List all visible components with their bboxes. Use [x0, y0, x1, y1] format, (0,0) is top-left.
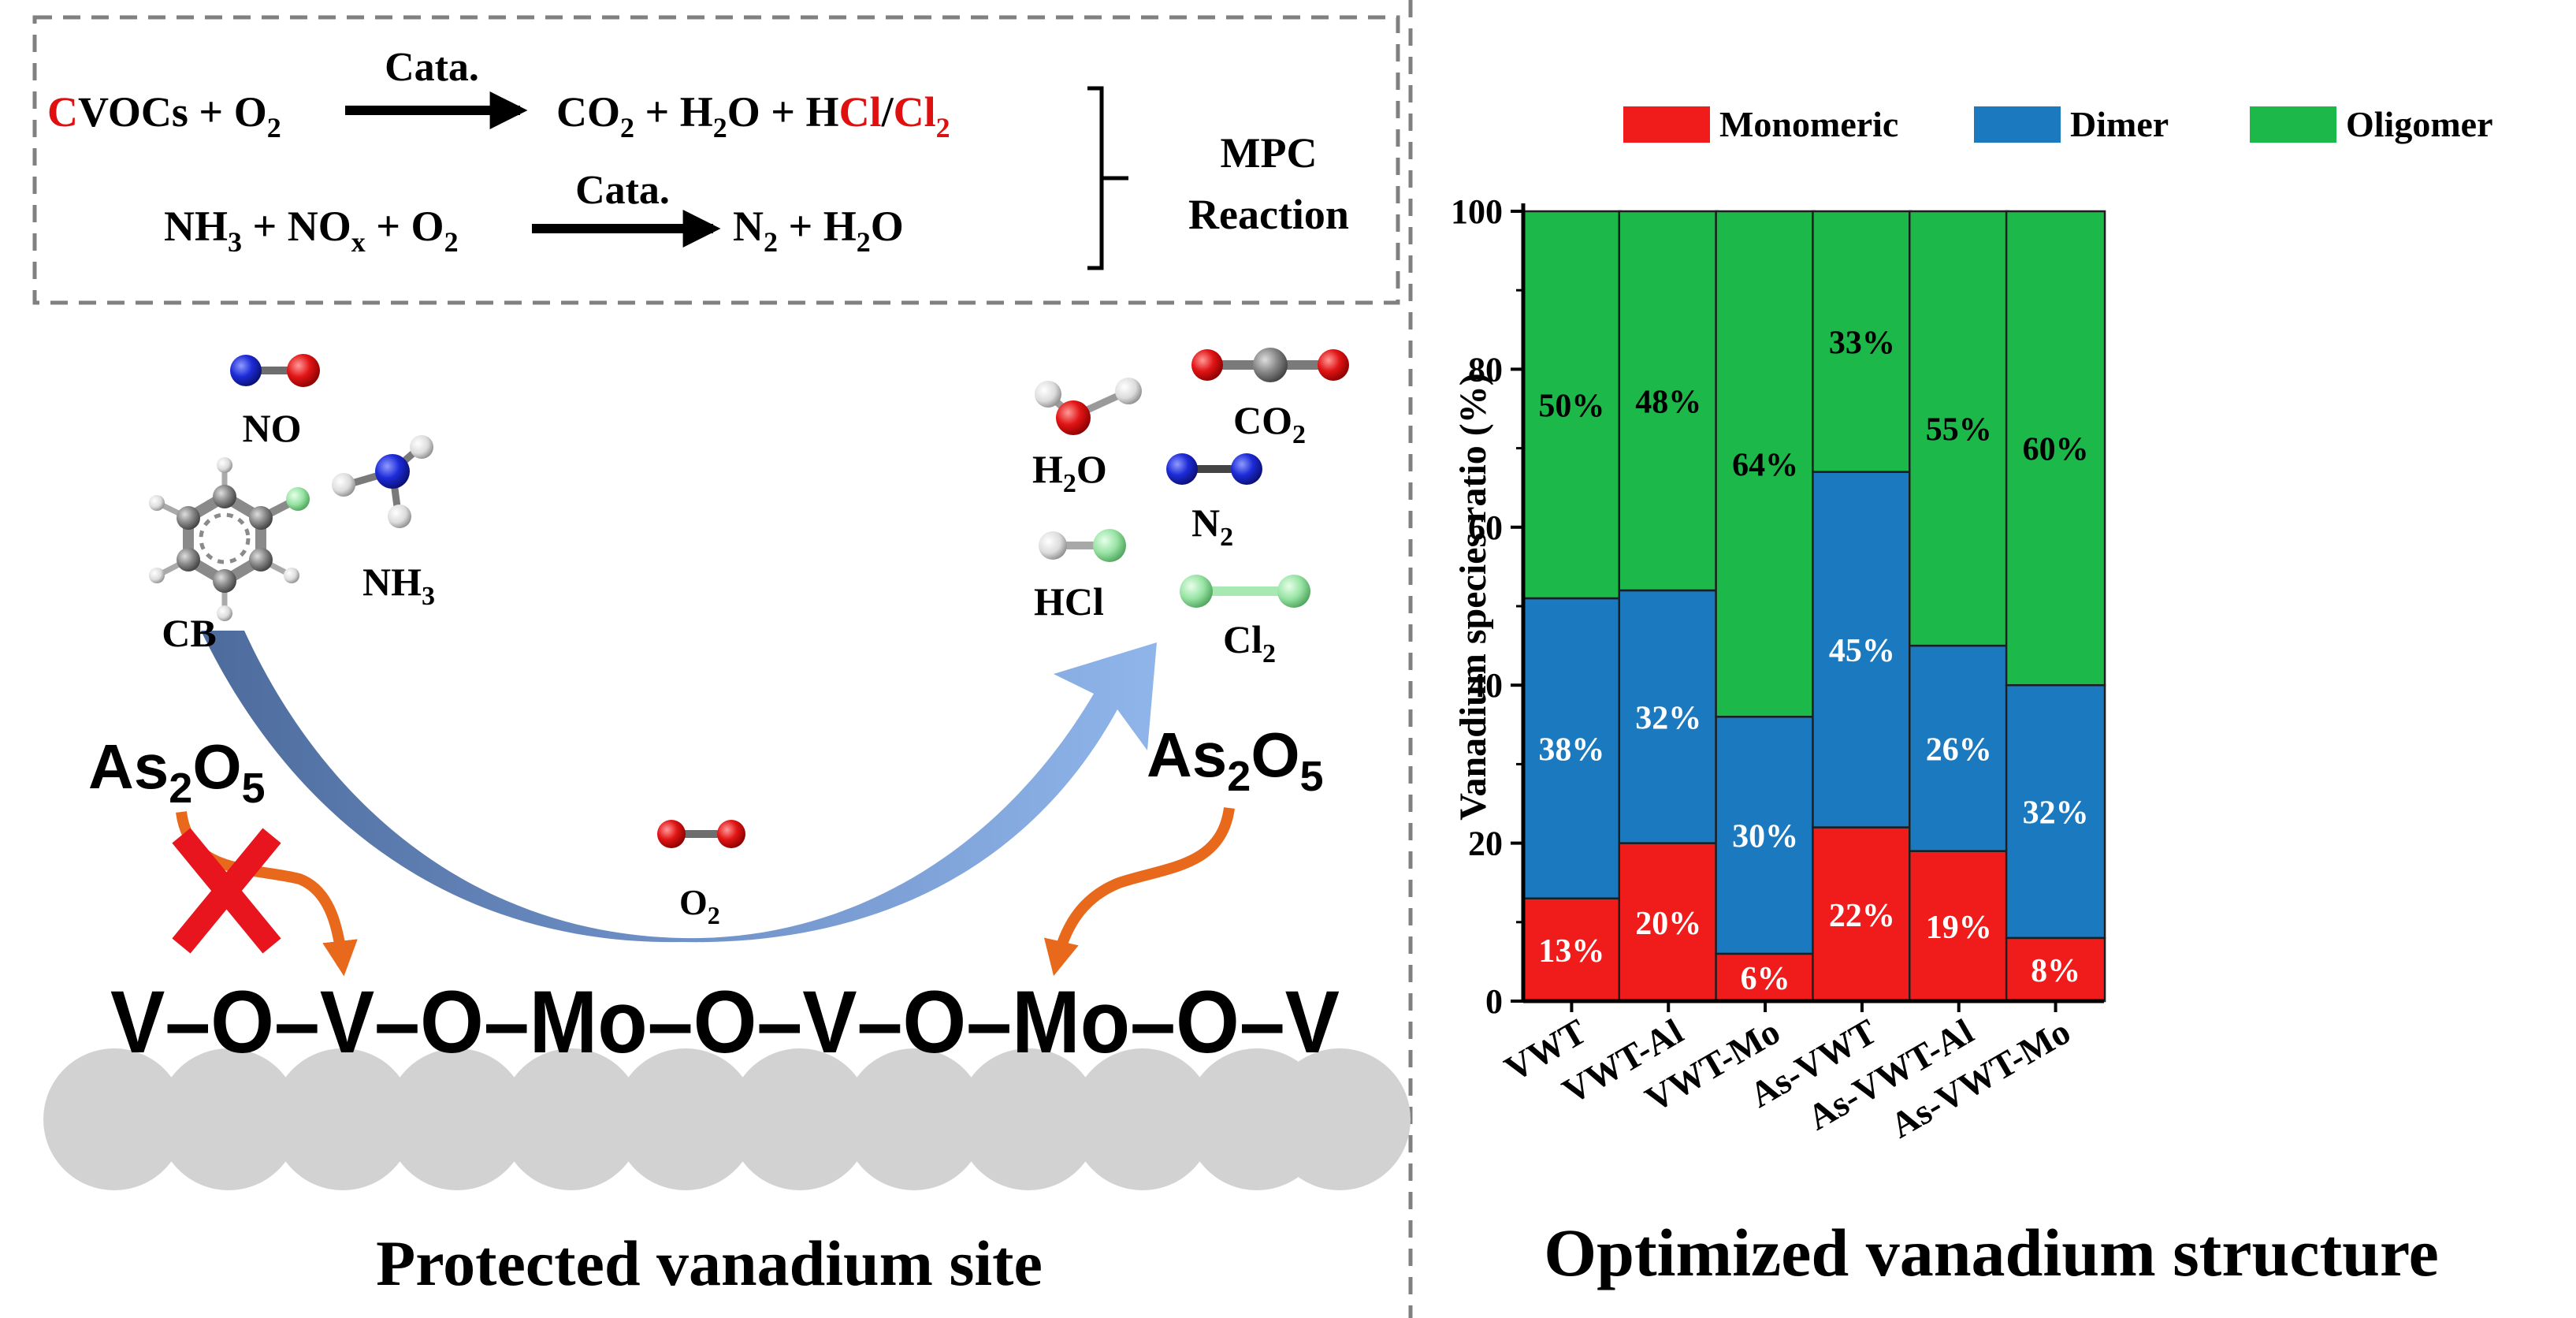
legend-swatch-dimer [1974, 106, 2061, 143]
co2-label: CO2 [1233, 398, 1306, 449]
stacked-bar-chart: Monomeric Dimer Oligomer 13% 38% 50% 20% 32% 48… [1451, 104, 2493, 1290]
vanadium-chain: V–O–V–O–Mo–O–V–O–Mo–O–V [110, 973, 1340, 1071]
right-caption: Optimized vanadium structure [1544, 1215, 2439, 1290]
blocked-cross-icon [172, 828, 281, 954]
hcl-molecule: HCl [1034, 529, 1126, 624]
cvoc-c-highlight: C [47, 88, 78, 136]
cata-label-1: Cata. [385, 45, 479, 90]
nh3-label: NH3 [362, 560, 435, 611]
bar-group-vwt-mo: 6% 30% 64% [1715, 210, 1816, 1003]
bar-group-as-vwt-al: 19% 26% 55% [1909, 210, 2009, 1003]
data-label-monomeric-as-vwt-mo: 8% [2031, 953, 2080, 989]
as2o5-left-label: As2O5 [88, 732, 266, 812]
y-tick-label-40: 40 [1468, 666, 1503, 705]
y-tick-label-20: 20 [1468, 825, 1503, 863]
reaction-box [32, 15, 1400, 305]
support-surface [43, 1048, 1411, 1190]
bar-group-vwt-al: 20% 32% 48% [1618, 210, 1719, 1003]
reaction-label: Reaction [1188, 191, 1349, 238]
reaction-bracket [1087, 86, 1128, 270]
chart-bars: 13% 38% 50% 20% 32% 48% 6% 30% 64% 22% 45% 33% 19% 26… [1521, 210, 2106, 1003]
data-label-dimer-as-vwt-mo: 32% [2023, 795, 2089, 832]
no-molecule: NO [230, 354, 320, 450]
bar-oligomer-as-vwt [1812, 210, 1912, 473]
data-label-oligomer-as-vwt-al: 55% [1926, 412, 1992, 449]
legend-label-monomeric: Monomeric [1719, 104, 1898, 144]
bar-dimer-vwt [1521, 597, 1623, 899]
data-label-monomeric-vwt-al: 20% [1635, 906, 1701, 942]
data-label-oligomer-vwt: 50% [1538, 388, 1604, 424]
bar-oligomer-vwt-al [1618, 210, 1719, 592]
chart-legend: Monomeric Dimer Oligomer [1623, 104, 2493, 144]
data-label-monomeric-vwt-mo: 6% [1741, 961, 1790, 997]
y-axis-label: Vanadium species ratio (%) [1452, 373, 1494, 821]
o2-molecule: O2 [657, 820, 745, 929]
bar-monomeric-as-vwt-al [1909, 850, 2009, 1003]
svg-text:N2 + H2O: N2 + H2O [733, 203, 904, 258]
bar-oligomer-vwt-mo [1715, 210, 1816, 718]
data-label-oligomer-as-vwt: 33% [1829, 325, 1895, 361]
svg-text:NH3 + NOx + O2: NH3 + NOx + O2 [164, 203, 459, 258]
as2o5-right-label: As2O5 [1147, 720, 1324, 800]
bar-oligomer-as-vwt-al [1909, 210, 2009, 647]
svg-text:CVOCs + O2: CVOCs + O2 [47, 88, 281, 143]
bar-dimer-as-vwt [1812, 471, 1912, 828]
hcl-highlight: Cl [839, 88, 882, 136]
reaction-1: CVOCs + O2 Cata. CO2 + H2O + HCl/Cl2 [47, 45, 950, 143]
hcl-label: HCl [1034, 579, 1104, 624]
bar-group-vwt: 13% 38% 50% [1521, 210, 1623, 1003]
y-tick-label-0: 0 [1485, 982, 1503, 1021]
data-label-dimer-vwt-mo: 30% [1732, 819, 1798, 855]
bar-oligomer-as-vwt-mo [2005, 210, 2106, 687]
data-label-dimer-as-vwt: 45% [1829, 633, 1895, 669]
o2-label: O2 [679, 882, 720, 929]
mpc-label: MPC [1221, 129, 1318, 177]
data-label-oligomer-vwt-al: 48% [1635, 384, 1701, 420]
y-tick-label-60: 60 [1468, 508, 1503, 547]
legend-swatch-monomeric [1623, 106, 1710, 143]
bar-monomeric-as-vwt [1812, 826, 1912, 1003]
y-tick-label-100: 100 [1451, 192, 1503, 231]
bar-group-as-vwt-mo: 8% 32% 60% [2005, 210, 2106, 1003]
data-label-monomeric-vwt: 13% [1538, 933, 1604, 970]
nh3-molecule: NH3 [332, 435, 435, 611]
as2o5-right-arrow [1043, 806, 1235, 977]
h2o-molecule: H2O [1032, 378, 1142, 498]
bar-monomeric-as-vwt-mo [2005, 936, 2106, 1003]
data-label-monomeric-as-vwt-al: 19% [1926, 910, 1992, 946]
bar-monomeric-vwt-mo [1715, 952, 1816, 1003]
bar-oligomer-vwt [1521, 210, 1623, 600]
co2-molecule: CO2 [1191, 348, 1349, 449]
bar-dimer-as-vwt-mo [2005, 683, 2106, 940]
cl2-molecule: Cl2 [1180, 575, 1310, 668]
bar-group-as-vwt: 22% 45% 33% [1812, 210, 1912, 1003]
cata-label-2: Cata. [575, 168, 670, 213]
data-label-dimer-vwt: 38% [1538, 732, 1604, 768]
data-label-dimer-vwt-al: 32% [1635, 700, 1701, 736]
legend-label-dimer: Dimer [2070, 104, 2169, 144]
cl2-label: Cl2 [1223, 617, 1276, 668]
y-tick-label-80: 80 [1468, 350, 1503, 389]
legend-swatch-oligomer [2250, 106, 2336, 143]
data-label-oligomer-as-vwt-mo: 60% [2023, 432, 2089, 468]
cb-label: CB [162, 611, 216, 655]
reaction-2: NH3 + NOx + O2 Cata. N2 + H2O [164, 168, 904, 258]
data-label-monomeric-as-vwt: 22% [1829, 898, 1895, 934]
cl2-highlight: Cl [894, 88, 936, 136]
data-label-oligomer-vwt-mo: 64% [1732, 448, 1798, 484]
data-label-dimer-as-vwt-al: 26% [1926, 732, 1992, 768]
n2-label: N2 [1191, 501, 1233, 552]
cb-molecule: CB [149, 457, 310, 655]
no-label: NO [243, 406, 302, 450]
h2o-label: H2O [1032, 447, 1107, 498]
left-panel: CVOCs + O2 Cata. CO2 + H2O + HCl/Cl2 NH3… [32, 0, 1413, 1318]
svg-text:CO2 + H2O + HCl/Cl2: CO2 + H2O + HCl/Cl2 [556, 88, 950, 143]
legend-label-oligomer: Oligomer [2346, 104, 2493, 144]
n2-molecule: N2 [1166, 453, 1262, 552]
bar-dimer-vwt-mo [1715, 716, 1816, 955]
left-caption: Protected vanadium site [376, 1227, 1043, 1299]
